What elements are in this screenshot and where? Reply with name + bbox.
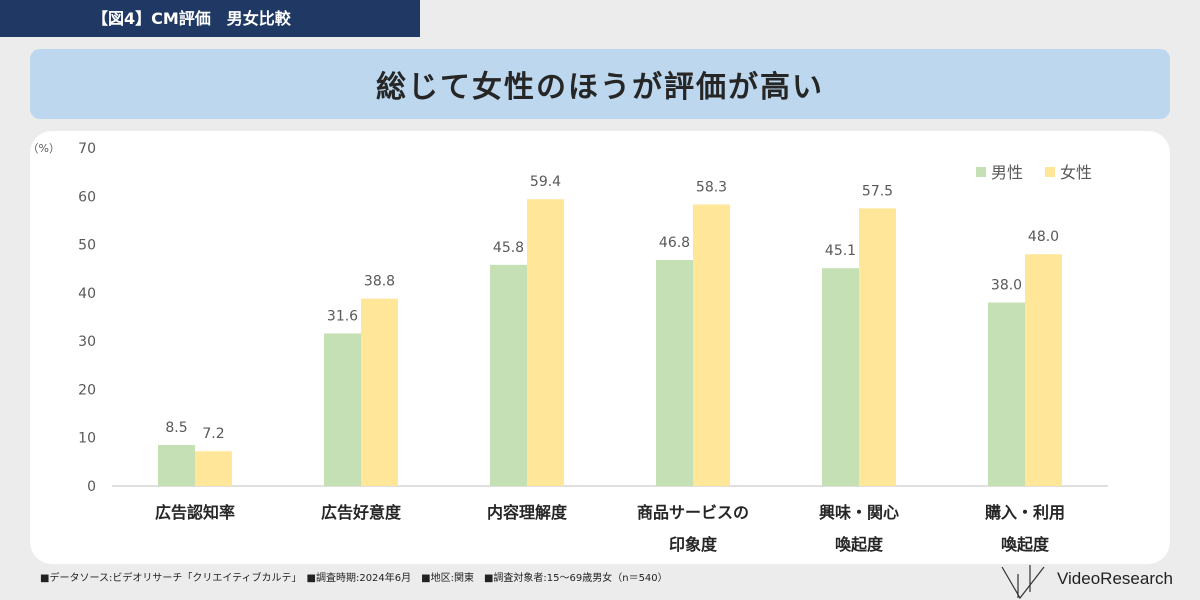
x-tick-label: 広告好意度 xyxy=(321,503,402,522)
headline-banner: 総じて女性のほうが評価が高い xyxy=(30,49,1170,119)
legend-swatch-male xyxy=(976,167,986,177)
x-tick-label: 喚起度 xyxy=(835,535,884,554)
x-tick-label: 購入・利用 xyxy=(984,503,1065,522)
bar-male xyxy=(656,260,693,486)
data-label-male: 38.0 xyxy=(991,278,1022,294)
data-label-female: 59.4 xyxy=(530,174,561,190)
data-label-female: 7.2 xyxy=(202,426,224,442)
headline-text: 総じて女性のほうが評価が高い xyxy=(376,70,824,105)
data-label-female: 38.8 xyxy=(364,274,395,290)
y-tick-label: 60 xyxy=(78,189,96,205)
logo-mark xyxy=(1001,565,1045,600)
bar-female xyxy=(1025,254,1062,486)
y-tick-label: 10 xyxy=(78,431,96,447)
data-label-male: 46.8 xyxy=(659,235,690,251)
x-tick-label: 興味・関心 xyxy=(819,503,899,522)
y-axis-unit: （%） xyxy=(30,142,60,155)
bar-male xyxy=(490,264,527,486)
bar-male xyxy=(158,444,195,486)
y-tick-label: 50 xyxy=(78,238,96,254)
bar-female xyxy=(195,451,232,486)
x-tick-label: 印象度 xyxy=(669,535,718,554)
x-tick-label: 内容理解度 xyxy=(487,503,568,522)
bar-male xyxy=(324,333,361,486)
data-label-male: 45.1 xyxy=(825,243,856,259)
y-tick-label: 40 xyxy=(78,286,96,302)
y-tick-label: 30 xyxy=(78,334,96,350)
bar-male xyxy=(822,268,859,486)
data-label-female: 58.3 xyxy=(696,179,727,195)
bar-chart: 0 10 20 30 40 50 60 70 （%） 8.5 7.2 広告認知率 31.6 38.8 広告好… xyxy=(30,141,1108,554)
data-label-male: 45.8 xyxy=(493,240,524,256)
bar-female xyxy=(361,298,398,486)
bar-male xyxy=(988,302,1025,486)
chart-panel: 0 10 20 30 40 50 60 70 （%） 8.5 7.2 広告認知率 31.6 38.8 広告好… xyxy=(30,131,1170,564)
bar-female xyxy=(693,204,730,486)
x-tick-label: 広告認知率 xyxy=(155,503,235,522)
legend-swatch-female xyxy=(1045,167,1055,177)
footer-note: ■データソース:ビデオリサーチ「クリエイティブカルテ」 ■調査時期:2024年6… xyxy=(40,573,668,584)
data-label-male: 8.5 xyxy=(165,420,187,436)
bar-female xyxy=(527,199,564,486)
data-label-male: 31.6 xyxy=(327,308,358,324)
figure-tag: 【図4】CM評価 男女比較 xyxy=(0,0,420,37)
legend-label-male: 男性 xyxy=(991,163,1023,182)
x-tick-label: 喚起度 xyxy=(1001,535,1050,554)
logo-text: VideoResearch xyxy=(1057,569,1173,588)
y-tick-label: 20 xyxy=(78,382,96,398)
y-tick-label: 0 xyxy=(87,479,96,495)
data-label-female: 57.5 xyxy=(862,183,893,199)
y-tick-label: 70 xyxy=(78,141,96,157)
bar-female xyxy=(859,208,896,486)
data-label-female: 48.0 xyxy=(1028,229,1059,245)
legend-label-female: 女性 xyxy=(1060,163,1092,182)
x-tick-label: 商品サービスの xyxy=(637,503,749,522)
